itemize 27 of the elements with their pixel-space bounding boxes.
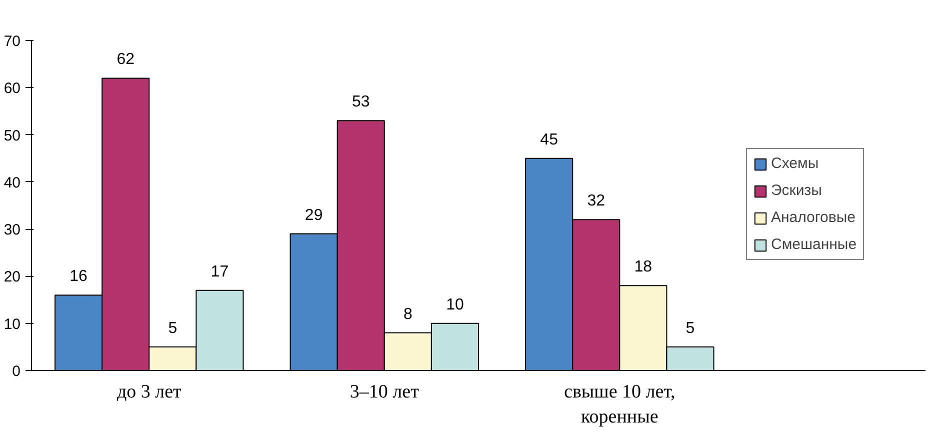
- data-label: 5: [168, 320, 178, 337]
- x-tick-label: до 3 лет: [116, 382, 182, 402]
- data-label: 16: [70, 268, 88, 286]
- y-tick-label: 60: [4, 80, 21, 98]
- data-label: 10: [446, 296, 464, 314]
- y-tick-label: 50: [4, 127, 21, 144]
- y-tick-label: 20: [4, 268, 21, 286]
- data-label: 32: [587, 192, 606, 210]
- data-label: 18: [634, 258, 652, 276]
- data-label: 45: [540, 131, 558, 148]
- legend-label: Эскизы: [771, 182, 822, 199]
- x-tick-label: 3–10 лет: [350, 382, 420, 402]
- y-tick-label: 30: [4, 222, 21, 239]
- y-tick-label: 10: [4, 316, 21, 333]
- legend-label: Аналоговые: [771, 209, 856, 226]
- data-label: 17: [210, 263, 229, 280]
- data-label: 62: [116, 51, 135, 68]
- legend-label: Смешанные: [771, 236, 857, 253]
- x-tick-label: свыше 10 лет, коренные: [564, 382, 676, 428]
- data-label: 29: [304, 206, 323, 224]
- data-label: 8: [403, 306, 412, 323]
- y-tick-label: 0: [12, 363, 20, 380]
- data-label: 5: [686, 320, 695, 337]
- legend-label: Схемы: [771, 155, 819, 172]
- data-label: 53: [352, 94, 370, 111]
- y-tick-label: 40: [4, 174, 21, 192]
- y-tick-label: 70: [4, 33, 21, 50]
